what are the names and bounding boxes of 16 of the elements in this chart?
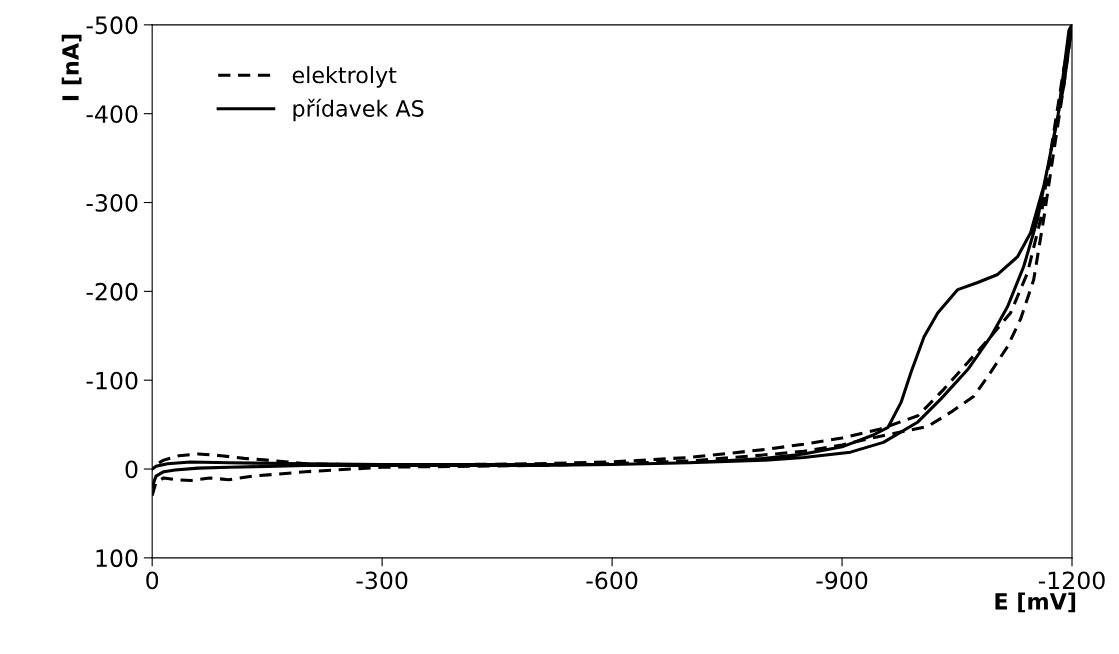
legend-label: elektrolyt (292, 66, 397, 88)
x-tick-label: -300 (356, 571, 408, 590)
y-tick-label: -300 (86, 193, 138, 212)
x-tick-label: -1200 (1038, 571, 1105, 590)
y-tick-label: -500 (86, 16, 138, 35)
y-tick-label: 100 (96, 549, 138, 568)
x-axis-title: E [mV] (995, 592, 1076, 613)
legend-label: přídavek AS (293, 98, 424, 122)
x-tick-label: 0 (146, 571, 159, 590)
y-tick-label: 0 (125, 460, 138, 479)
y-tick-label: -400 (86, 105, 138, 123)
y-tick-label: -100 (86, 371, 138, 390)
y-axis-title: I [nA] (61, 34, 82, 101)
x-tick-label: -600 (586, 571, 638, 590)
x-tick-label: -900 (816, 571, 868, 590)
y-tick-label: -200 (86, 282, 138, 301)
